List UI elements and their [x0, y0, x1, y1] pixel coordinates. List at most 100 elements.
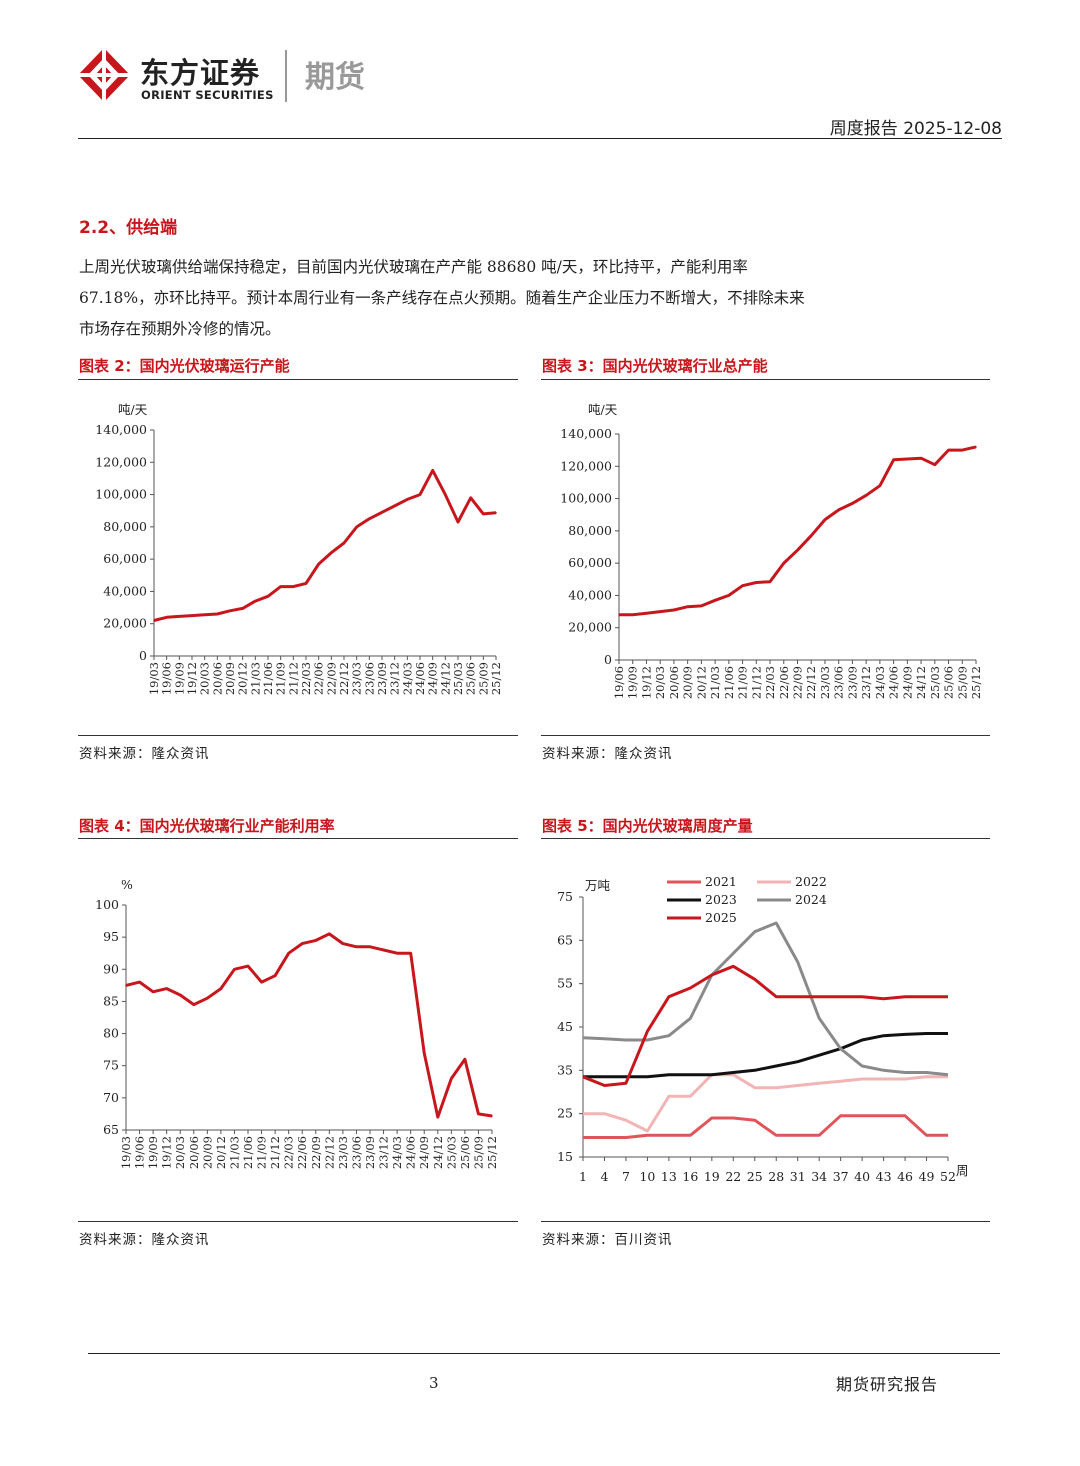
company-name-cn: 东方证券 — [140, 50, 260, 92]
x-tick-label: 22/09 — [791, 666, 805, 699]
data-point — [179, 994, 181, 996]
x-tick-label: 23/03 — [818, 666, 832, 699]
data-point — [432, 470, 434, 472]
x-tick-label: 21/12 — [268, 1136, 282, 1169]
data-point — [646, 612, 648, 614]
data-point — [810, 535, 812, 537]
y-tick-label: 65 — [557, 932, 573, 947]
data-point — [369, 946, 371, 948]
section-paragraph: 上周光伏玻璃供给端保持稳定，目前国内光伏玻璃在产产能 88680 吨/天，环比持… — [79, 252, 819, 345]
x-tick-label: 25/12 — [485, 1136, 499, 1169]
x-tick-label: 24/03 — [873, 666, 887, 699]
x-tick-label: 1 — [579, 1169, 587, 1184]
x-tick-label: 22/09 — [309, 1136, 323, 1169]
x-tick-label: 22/06 — [777, 666, 791, 699]
x-tick-label: 20/09 — [681, 666, 695, 699]
y-tick-label: 75 — [557, 889, 573, 904]
y-tick-label: 120,000 — [95, 454, 147, 469]
data-point — [437, 1116, 439, 1118]
x-tick-label: 22/12 — [804, 666, 818, 699]
data-point — [423, 1052, 425, 1054]
y-axis-unit: 吨/天 — [588, 402, 618, 417]
x-tick-label: 24/06 — [404, 1136, 418, 1169]
figure-4-chart: %6570758085909510019/03 19/06 19/09 19/12 20… — [78, 870, 518, 1218]
legend-label-2022: 2022 — [795, 874, 827, 889]
x-tick-label: 21/06 — [722, 666, 736, 699]
figure-3-source: 资料来源：隆众资讯 — [542, 742, 673, 762]
data-point — [907, 458, 909, 460]
x-tick-label: 25/06 — [458, 1136, 472, 1169]
data-point — [139, 981, 141, 983]
data-point — [491, 1115, 493, 1117]
figure-4-title: 图表 4：国内光伏玻璃行业产能利用率 — [79, 815, 335, 836]
figure-3-bottom-rule — [541, 735, 990, 736]
data-point — [394, 505, 396, 507]
figure-2-title: 图表 2：国内光伏玻璃运行产能 — [79, 355, 290, 376]
data-point — [166, 616, 168, 618]
data-point — [673, 609, 675, 611]
data-point — [632, 614, 634, 616]
company-name-en: ORIENT SECURITIES — [141, 88, 274, 102]
data-point — [410, 952, 412, 954]
data-point — [714, 599, 716, 601]
y-tick-label: 65 — [103, 1122, 119, 1137]
legend-label-2023: 2023 — [705, 892, 737, 907]
x-tick-label: 21/03 — [708, 666, 722, 699]
data-point — [318, 563, 320, 565]
page-number: 3 — [429, 1374, 439, 1392]
data-point — [824, 519, 826, 521]
x-tick-label: 24/12 — [914, 666, 928, 699]
x-tick-label: 22/12 — [322, 1136, 336, 1169]
data-point — [193, 1004, 195, 1006]
x-tick-label: 22 — [725, 1169, 741, 1184]
x-tick-label: 19/12 — [639, 666, 653, 699]
data-point — [701, 605, 703, 607]
x-tick-label: 19/06 — [133, 1136, 147, 1169]
y-tick-label: 0 — [139, 648, 147, 663]
data-point — [369, 518, 371, 520]
y-axis-unit: 吨/天 — [118, 402, 148, 417]
x-tick-label: 4 — [600, 1169, 608, 1184]
data-point — [893, 459, 895, 461]
division-name: 期货 — [305, 52, 365, 96]
header-rule — [78, 138, 1002, 139]
data-point — [407, 499, 409, 501]
data-point — [769, 581, 771, 583]
x-tick-label: 21/09 — [736, 666, 750, 699]
x-tick-label: 20/12 — [694, 666, 708, 699]
legend-label-2024: 2024 — [795, 892, 827, 907]
figure-5-bottom-rule — [541, 1221, 990, 1222]
data-point — [280, 586, 282, 588]
y-tick-label: 40,000 — [568, 587, 612, 602]
x-tick-label: 25/12 — [969, 666, 983, 699]
x-tick-label: 19/09 — [146, 1136, 160, 1169]
data-point — [315, 940, 317, 942]
y-tick-label: 95 — [103, 929, 119, 944]
x-tick-label: 46 — [897, 1169, 913, 1184]
x-tick-label: 20/03 — [173, 1136, 187, 1169]
data-point — [742, 585, 744, 587]
data-point — [865, 495, 867, 497]
y-tick-label: 35 — [557, 1062, 573, 1077]
data-point — [383, 949, 385, 951]
figure-2-bottom-rule — [78, 735, 518, 736]
x-tick-label: 49 — [919, 1169, 935, 1184]
y-tick-label: 75 — [103, 1058, 119, 1073]
x-tick-label: 25 — [747, 1169, 763, 1184]
data-point — [445, 494, 447, 496]
data-point — [261, 981, 263, 983]
figure-4-top-rule — [78, 838, 518, 839]
data-point — [356, 526, 358, 528]
data-point — [152, 991, 154, 993]
x-tick-label: 21/03 — [227, 1136, 241, 1169]
x-tick-label: 24/03 — [390, 1136, 404, 1169]
logo-mark-icon — [76, 46, 132, 104]
x-tick-label: 19/12 — [160, 1136, 174, 1169]
y-axis-unit: 万吨 — [585, 878, 611, 893]
x-tick-label: 7 — [622, 1169, 630, 1184]
x-tick-label: 25/03 — [444, 1136, 458, 1169]
series-line — [619, 447, 976, 615]
x-tick-label: 20/06 — [667, 666, 681, 699]
y-tick-label: 15 — [557, 1149, 573, 1164]
data-point — [242, 608, 244, 610]
